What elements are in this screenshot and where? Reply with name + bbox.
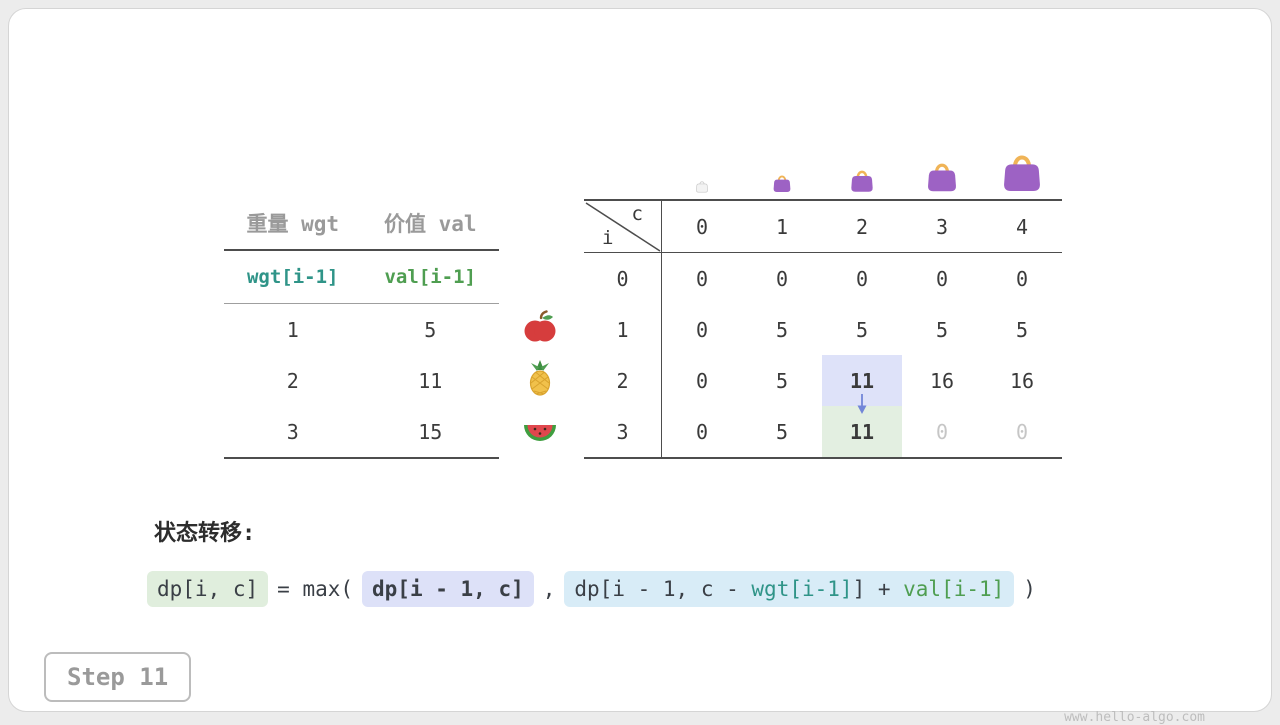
item-val-value: 5 [424, 317, 437, 342]
dp-cell: 16 [929, 368, 955, 393]
dp-row-header: 2 [584, 355, 662, 406]
dp-corner-cell: c i [584, 201, 662, 252]
dp-col-header: 1 [775, 214, 789, 239]
item-wgt-value: 3 [286, 419, 299, 444]
formula-term2-mid: ] + [852, 577, 904, 601]
dp-col-header: 2 [855, 214, 869, 239]
bag-icon-capacity-3 [925, 156, 960, 193]
dp-row-var: i [602, 227, 614, 249]
dp-cell: 0 [935, 419, 949, 444]
apple-icon [522, 309, 558, 345]
item-val-value: 11 [418, 368, 443, 393]
formula-term2-prefix: dp[i - 1, c - [574, 577, 752, 601]
dp-cell: 0 [695, 419, 709, 444]
dp-cell: 5 [775, 317, 789, 342]
dp-cell: 5 [1015, 317, 1029, 342]
wgt-formula-label: wgt[i-1] [246, 266, 339, 288]
bag-icon-capacity-4 [1000, 146, 1045, 193]
dp-cell: 0 [695, 266, 709, 291]
dp-row-3: 3 0 5 11 0 0 [584, 406, 1062, 457]
dp-cell: 5 [935, 317, 949, 342]
pineapple-icon [522, 360, 558, 396]
items-header-val: 价值 val [383, 212, 477, 236]
formula-term2-wgt: wgt[i-1] [751, 577, 853, 601]
bag-icon-capacity-1 [772, 171, 793, 193]
formula-closing: ) [1023, 577, 1036, 601]
items-table-formula-row: wgt[i-1] val[i-1] [224, 251, 499, 303]
item-wgt-value: 1 [286, 317, 299, 342]
item-row: 2 11 [224, 355, 499, 406]
transition-label: 状态转移: [154, 521, 256, 546]
bag-icon-capacity-0 [695, 178, 709, 193]
formula-separator: , [542, 577, 556, 601]
dp-cell: 0 [935, 266, 949, 291]
dp-row-1: 1 0 5 5 5 5 [584, 304, 1062, 355]
dp-col-header: 4 [1015, 214, 1029, 239]
items-table: 重量 wgt 价值 val wgt[i-1] val[i-1] 1 5 2 11… [224, 197, 499, 459]
dp-row-header: 1 [584, 304, 662, 355]
dp-col-header: 3 [935, 214, 949, 239]
formula-term2-chip: dp[i - 1, c - wgt[i-1]] + val[i-1] [564, 571, 1015, 607]
dp-cell: 5 [775, 368, 789, 393]
dp-cell: 0 [775, 266, 789, 291]
formula-term1-chip: dp[i - 1, c] [362, 571, 534, 607]
item-val-value: 15 [418, 419, 443, 444]
dp-cell: 16 [1009, 368, 1035, 393]
capacity-bags [584, 135, 1062, 195]
dp-table: c i 0 1 2 3 4 0 0 0 0 0 0 1 0 5 5 5 5 2 [584, 199, 1062, 459]
divider [224, 249, 499, 251]
items-header-wgt: 重量 wgt [246, 212, 340, 236]
dp-col-var: c [631, 203, 643, 225]
item-wgt-value: 2 [286, 368, 299, 393]
dp-cell: 5 [855, 317, 869, 342]
dp-cell: 0 [695, 317, 709, 342]
dp-cell: 0 [855, 266, 869, 291]
watermark: www.hello-algo.com [1064, 710, 1205, 725]
val-formula-label: val[i-1] [384, 266, 476, 288]
item-row: 3 15 [224, 406, 499, 457]
dp-cell: 5 [775, 419, 789, 444]
item-row: 1 5 [224, 304, 499, 355]
dp-header-row: c i 0 1 2 3 4 [584, 201, 1062, 253]
divider [224, 303, 499, 304]
dp-col-header: 0 [695, 214, 709, 239]
dp-row-2: 2 0 5 11 16 16 [584, 355, 1062, 406]
dp-row-header: 3 [584, 406, 662, 457]
divider [224, 457, 499, 459]
formula-term2-val: val[i-1] [903, 577, 1005, 601]
step-badge: Step 11 [44, 652, 192, 702]
formula-lhs-chip: dp[i, c] [147, 571, 269, 607]
main-card: 重量 wgt 价值 val wgt[i-1] val[i-1] 1 5 2 11… [8, 8, 1272, 725]
dp-cell-highlight-target: 11 [822, 406, 902, 457]
watermelon-icon [522, 412, 558, 448]
items-table-header-row: 重量 wgt 价值 val [224, 197, 499, 249]
dp-cell: 0 [1015, 419, 1029, 444]
transfer-arrow-icon [857, 394, 867, 414]
formula-operator: = max( [277, 577, 354, 601]
dp-row-header: 0 [584, 253, 662, 304]
dp-row-0: 0 0 0 0 0 0 [584, 253, 1062, 304]
dp-cell: 0 [695, 368, 709, 393]
dp-cell: 0 [1015, 266, 1029, 291]
state-transition-formula: dp[i, c] = max( dp[i - 1, c] , dp[i - 1,… [147, 571, 1036, 607]
bag-icon-capacity-2 [849, 165, 876, 193]
